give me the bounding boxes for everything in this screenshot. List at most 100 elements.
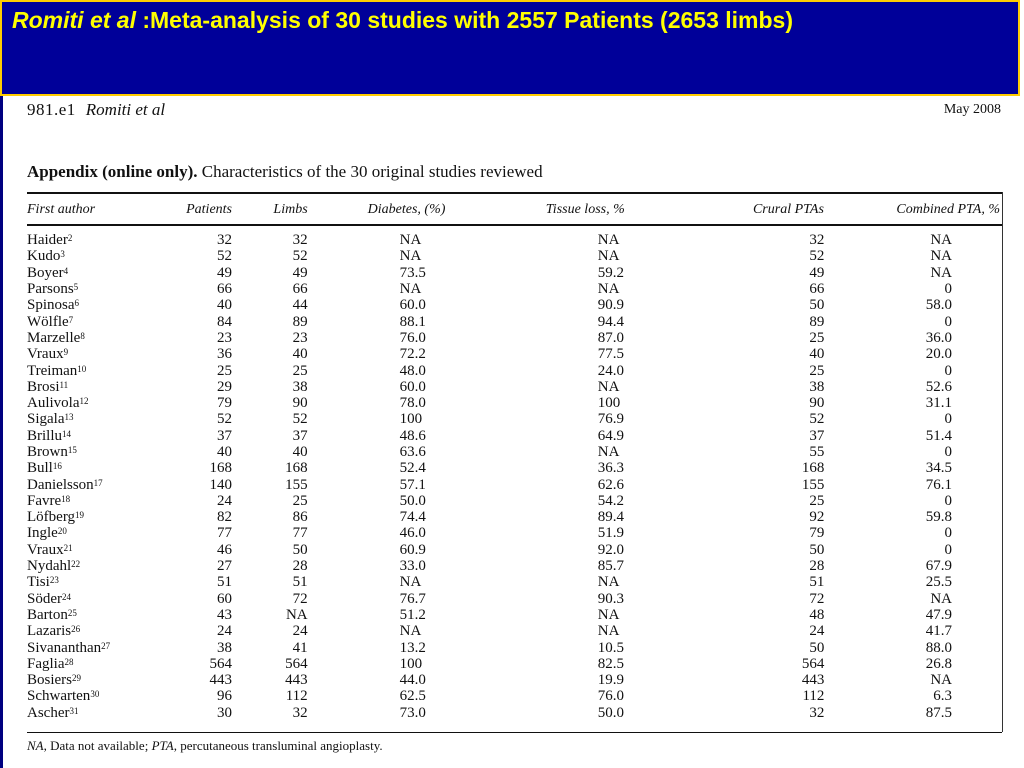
cell-patients: 43 xyxy=(217,606,232,623)
cell-crural-ptas: 38 xyxy=(809,378,825,395)
cell-patients: 60 xyxy=(217,590,232,607)
author-name: Lazaris xyxy=(27,623,72,640)
author-name: Bull xyxy=(27,460,53,477)
author-name: Faglia xyxy=(27,655,65,672)
table-row: Schwarten30 96 112 62.5 76.0 112 6.3 xyxy=(27,688,1002,704)
caption-text: Characteristics of the 30 original studi… xyxy=(197,162,543,181)
cell-limbs: 112 xyxy=(285,688,308,705)
table-row: Ascher31 30 32 73.0 50.0 32 87.5 xyxy=(27,705,1002,721)
reference-number: 14 xyxy=(62,428,72,439)
cell-limbs: 41 xyxy=(292,639,308,656)
cell-first-author: Favre18 xyxy=(27,493,169,509)
cell-patients: 168 xyxy=(209,460,233,477)
author-name: Sigala xyxy=(27,411,65,428)
cell-patients: 443 xyxy=(209,672,233,689)
reference-number: 18 xyxy=(61,493,71,504)
cell-crural-ptas: 52 xyxy=(809,411,825,428)
cell-diabetes: 76.7 xyxy=(399,590,426,607)
table-row: Tisi23 51 51 NA NA 51 25.5 xyxy=(27,574,1002,590)
cell-combined-pta: 6.3 xyxy=(933,688,952,705)
cell-tissue-loss: 87.0 xyxy=(597,329,625,346)
table-row: Vraux21 46 50 60.9 92.0 50 0 xyxy=(27,542,1002,558)
reference-number: 22 xyxy=(71,559,81,570)
cell-first-author: Treiman10 xyxy=(27,362,169,379)
col-header-first-author: First author xyxy=(27,202,96,217)
cell-diabetes: NA xyxy=(399,281,422,298)
cell-diabetes: 52.4 xyxy=(399,460,426,477)
cell-combined-pta: 0 xyxy=(944,492,953,509)
reference-number: 16 xyxy=(52,461,62,472)
col-header-combined-pta: Combined PTA, % xyxy=(896,202,1000,217)
table-row: Löfberg19 82 86 74.4 89.4 92 59.8 xyxy=(27,509,1002,525)
cell-tissue-loss: 54.2 xyxy=(597,492,625,509)
cell-limbs: 52 xyxy=(292,411,308,428)
cell-limbs: 49 xyxy=(292,264,308,281)
author-name: Nydahl xyxy=(27,558,72,575)
cell-combined-pta: 58.0 xyxy=(925,297,952,314)
cell-crural-ptas: 40 xyxy=(809,346,825,363)
author-name: Sivananthan xyxy=(27,639,102,656)
cell-first-author: Vraux21 xyxy=(27,542,169,558)
table-row: Faglia28 564 564 100 82.5 564 26.8 xyxy=(27,656,1002,672)
cell-diabetes: 72.2 xyxy=(399,346,426,363)
cell-diabetes: 60.9 xyxy=(399,541,426,558)
cell-combined-pta: NA xyxy=(930,590,952,607)
table-body: Haider2 32 32 NA NA 32 NA Kudo3 52 52 NA NA 52 NA Boye… xyxy=(27,232,1002,721)
cell-patients: 82 xyxy=(217,509,232,526)
cell-limbs: NA xyxy=(285,606,308,623)
table-row: Parsons5 66 66 NA NA 66 0 xyxy=(27,281,1002,297)
reference-number: 6 xyxy=(74,298,80,309)
cell-first-author: Kudo3 xyxy=(27,248,169,264)
table-row: Sivananthan27 38 41 13.2 10.5 50 88.0 xyxy=(27,639,1002,656)
reference-number: 23 xyxy=(49,575,59,586)
cell-first-author: Schwarten30 xyxy=(27,688,169,704)
cell-first-author: Nydahl22 xyxy=(27,558,169,574)
author-name: Spinosa xyxy=(27,297,75,314)
cell-tissue-loss: NA xyxy=(597,232,620,249)
cell-crural-ptas: 55 xyxy=(809,444,825,460)
table-row: Vraux9 36 40 72.2 77.5 40 20.0 xyxy=(27,346,1002,362)
cell-crural-ptas: 443 xyxy=(801,672,825,689)
table-row: Wölfle7 84 89 88.1 94.4 89 0 xyxy=(27,313,1002,330)
cell-tissue-loss: 89.4 xyxy=(597,509,625,526)
author-name: Parsons xyxy=(27,281,74,298)
footnote-na-abbr: NA xyxy=(27,738,44,753)
author-name: Söder xyxy=(27,590,62,607)
table-row: Lazaris26 24 24 NA NA 24 41.7 xyxy=(27,623,1002,639)
cell-patients: 38 xyxy=(217,639,232,656)
table-row: Spinosa6 40 44 60.0 90.9 50 58.0 xyxy=(27,297,1002,313)
cell-patients: 46 xyxy=(217,541,232,558)
cell-diabetes: 13.2 xyxy=(399,639,426,656)
table-row: Bosiers29 443 443 44.0 19.9 443 NA xyxy=(27,672,1002,688)
cell-first-author: Marzelle8 xyxy=(27,330,169,346)
cell-tissue-loss: 24.0 xyxy=(597,362,625,379)
author-name: Kudo xyxy=(27,248,61,265)
author-name: Treiman xyxy=(27,362,78,379)
table-row: Treiman10 25 25 48.0 24.0 25 0 xyxy=(27,362,1002,379)
reference-number: 10 xyxy=(77,363,87,374)
cell-tissue-loss: NA xyxy=(597,574,620,591)
col-header-crural-ptas: Crural PTAs xyxy=(752,202,824,217)
cell-combined-pta: 25.5 xyxy=(925,574,952,591)
table-row: Bull16 168 168 52.4 36.3 168 34.5 xyxy=(27,460,1002,476)
cell-first-author: Brosi11 xyxy=(27,379,169,395)
cell-crural-ptas: 50 xyxy=(809,639,825,656)
cell-patients: 52 xyxy=(217,411,232,428)
cell-combined-pta: 20.0 xyxy=(925,346,952,363)
cell-combined-pta: 0 xyxy=(944,313,953,330)
table-row: Boyer4 49 49 73.5 59.2 49 NA xyxy=(27,265,1002,281)
cell-combined-pta: 0 xyxy=(944,281,953,298)
cell-tissue-loss: 100 xyxy=(597,395,621,412)
cell-limbs: 77 xyxy=(292,525,308,542)
author-name: Danielsson xyxy=(27,476,94,493)
cell-diabetes: 60.0 xyxy=(399,297,426,314)
footnote-na-text: , Data not available; xyxy=(43,738,152,753)
col-header-limbs: Limbs xyxy=(273,202,308,217)
cell-patients: 36 xyxy=(217,346,232,363)
cell-patients: 66 xyxy=(217,281,232,298)
cell-tissue-loss: 19.9 xyxy=(597,672,625,689)
table-row: Brillu14 37 37 48.6 64.9 37 51.4 xyxy=(27,428,1002,444)
cell-first-author: Haider2 xyxy=(27,232,169,248)
cell-crural-ptas: 32 xyxy=(809,232,825,249)
cell-patients: 84 xyxy=(217,313,232,330)
